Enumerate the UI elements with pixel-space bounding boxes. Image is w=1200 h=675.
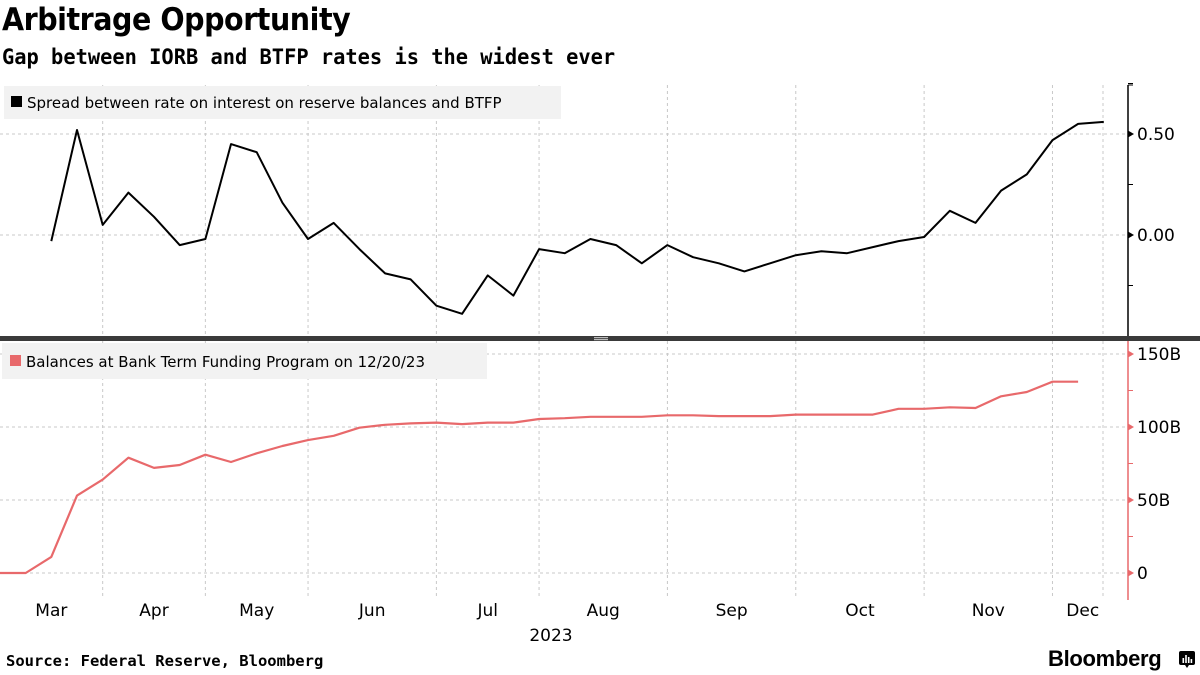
x-tick-label: Apr bbox=[139, 601, 168, 621]
x-tick-label: Sep bbox=[716, 601, 748, 621]
x-axis-year-label: 2023 bbox=[529, 626, 572, 646]
separator-handle[interactable] bbox=[594, 337, 608, 339]
axis-layer: 0.50 0.00 150B 100B 50B 0 Mar Apr May Jun Jul Aug Se… bbox=[35, 83, 1181, 621]
top-legend-background bbox=[4, 86, 561, 119]
y-tick-marker bbox=[1128, 569, 1134, 577]
series-layer bbox=[0, 120, 1104, 575]
y-tick-label: 150B bbox=[1137, 345, 1181, 365]
x-tick-label: Mar bbox=[35, 601, 67, 621]
y-tick-marker bbox=[1128, 423, 1134, 431]
btfp-series-line bbox=[0, 380, 1079, 575]
bottom-legend-background bbox=[2, 343, 487, 379]
source-note: Source: Federal Reserve, Bloomberg bbox=[6, 652, 324, 670]
grid-layer bbox=[0, 85, 1128, 598]
x-tick-label: May bbox=[239, 601, 274, 621]
y-tick-marker bbox=[1128, 231, 1134, 239]
chart-subtitle: Gap between IORB and BTFP rates is the w… bbox=[2, 45, 616, 69]
y-tick-label: 0 bbox=[1137, 564, 1148, 584]
spread-series-line bbox=[50, 120, 1104, 315]
chart-title: Arbitrage Opportunity bbox=[2, 2, 351, 38]
x-tick-label: Jun bbox=[358, 601, 386, 621]
panel-separator[interactable] bbox=[0, 336, 1200, 341]
y-tick-label: 100B bbox=[1137, 418, 1181, 438]
bloomberg-terminal-icon bbox=[1179, 651, 1195, 668]
x-tick-label: Oct bbox=[845, 601, 875, 621]
y-tick-label: 0.00 bbox=[1137, 226, 1175, 246]
bottom-legend: Balances at Bank Term Funding Program on… bbox=[2, 343, 487, 379]
y-tick-marker bbox=[1128, 130, 1134, 138]
bloomberg-logo: Bloomberg bbox=[1048, 646, 1162, 671]
top-legend-swatch bbox=[11, 96, 22, 107]
x-tick-label: Aug bbox=[587, 601, 620, 621]
x-tick-label: Jul bbox=[476, 601, 498, 621]
top-legend: Spread between rate on interest on reser… bbox=[4, 86, 561, 119]
top-legend-label: Spread between rate on interest on reser… bbox=[27, 94, 502, 112]
y-tick-label: 50B bbox=[1137, 491, 1170, 511]
y-tick-marker bbox=[1128, 496, 1134, 504]
y-tick-label: 0.50 bbox=[1137, 125, 1175, 145]
x-tick-label: Dec bbox=[1066, 601, 1099, 621]
bottom-legend-swatch bbox=[10, 355, 21, 366]
bottom-legend-label: Balances at Bank Term Funding Program on… bbox=[26, 353, 425, 371]
separator-handle bbox=[594, 339, 608, 341]
x-tick-label: Nov bbox=[972, 601, 1005, 621]
y-tick-marker bbox=[1128, 350, 1134, 358]
